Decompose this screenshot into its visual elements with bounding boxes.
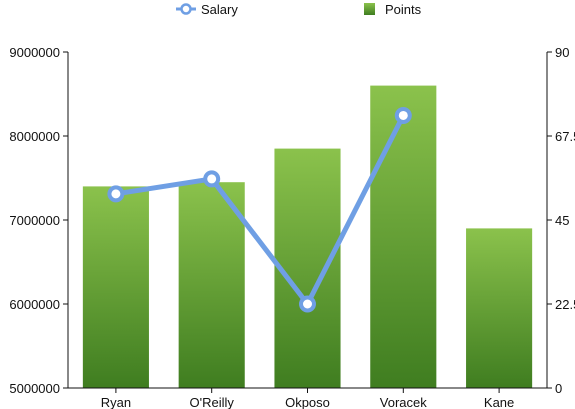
x-tick-label: Kane	[484, 395, 514, 409]
left-tick-label: 6000000	[9, 297, 60, 312]
left-tick-label: 5000000	[9, 381, 60, 396]
salary-point	[107, 185, 125, 203]
x-tick-label: Voracek	[380, 395, 427, 409]
left-tick-label: 7000000	[9, 213, 60, 228]
right-tick-label: 67.5	[555, 129, 575, 144]
right-tick-label: 0	[555, 381, 562, 396]
legend-label-points: Points	[385, 2, 422, 17]
left-tick-label: 9000000	[9, 45, 60, 60]
bars-series-points	[82, 85, 533, 388]
legend-salary-marker	[180, 3, 192, 15]
salary-line	[113, 112, 406, 307]
bar-ryan	[82, 186, 149, 388]
salary-point	[299, 295, 316, 313]
legend-item-salary: Salary	[176, 2, 238, 17]
left-axis-ticks: 5000000 6000000 7000000 8000000 9000000	[9, 45, 68, 396]
legend-points-swatch	[364, 3, 375, 15]
x-axis-ticks: Ryan O'Reilly Okposo Voracek Kane	[101, 388, 514, 409]
right-tick-label: 45	[555, 213, 569, 228]
right-tick-label: 22.5	[555, 297, 575, 312]
line-series-salary	[107, 106, 412, 313]
x-tick-label: Okposo	[285, 395, 330, 409]
legend-item-points: Points	[364, 2, 422, 17]
legend: Salary Points	[176, 2, 422, 17]
left-tick-label: 8000000	[9, 129, 60, 144]
bar-o-reilly	[178, 182, 245, 388]
right-tick-label: 90	[555, 45, 569, 60]
x-tick-label: Ryan	[101, 395, 131, 409]
bar-voracek	[370, 85, 437, 388]
bar-okposo	[274, 148, 341, 388]
salary-point	[203, 170, 221, 188]
legend-label-salary: Salary	[201, 2, 238, 17]
right-axis-ticks: 0 22.5 45 67.5 90	[547, 45, 575, 396]
salary-point	[394, 106, 412, 124]
x-tick-label: O'Reilly	[190, 395, 235, 409]
bar-kane	[466, 228, 533, 388]
